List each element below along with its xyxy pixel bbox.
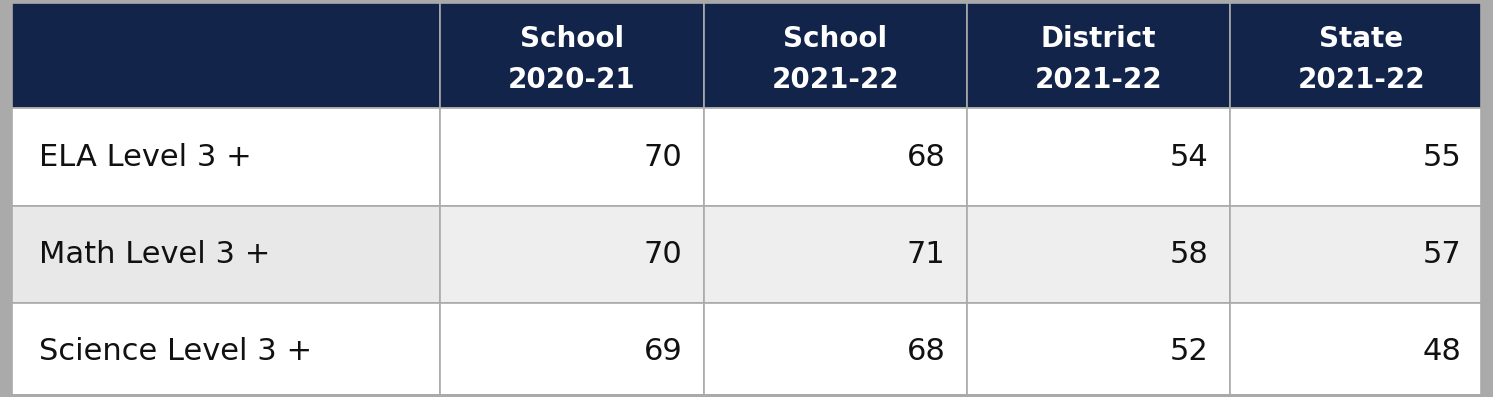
Text: 2021-22: 2021-22 [1297,66,1426,94]
Text: 71: 71 [906,240,945,269]
Text: 54: 54 [1171,143,1209,172]
Text: 69: 69 [643,337,682,366]
Bar [1230,108,1481,206]
Bar [440,206,703,303]
Bar [703,206,967,303]
Text: 70: 70 [643,240,682,269]
Bar [12,303,440,397]
Bar [703,3,967,108]
Bar [967,108,1230,206]
Bar [703,108,967,206]
Bar [12,108,440,206]
Text: School: School [784,25,887,53]
Bar [0,394,1493,397]
Text: 57: 57 [1423,240,1462,269]
Bar [967,206,1230,303]
Bar [440,3,703,108]
Text: District: District [1041,25,1156,53]
Text: State: State [1320,25,1403,53]
Text: 70: 70 [643,143,682,172]
Text: Science Level 3 +: Science Level 3 + [39,337,312,366]
Bar [967,3,1230,108]
Text: 58: 58 [1171,240,1209,269]
Bar [1230,303,1481,397]
Bar [1230,3,1481,108]
Bar [703,303,967,397]
Bar [967,303,1230,397]
Text: Math Level 3 +: Math Level 3 + [39,240,270,269]
Bar [12,3,440,108]
Text: 2021-22: 2021-22 [772,66,899,94]
Bar [12,206,440,303]
Bar [1230,206,1481,303]
Text: 55: 55 [1423,143,1462,172]
Text: 68: 68 [906,337,945,366]
Text: 2020-21: 2020-21 [508,66,636,94]
Bar [440,108,703,206]
Text: 2021-22: 2021-22 [1035,66,1162,94]
Bar [440,303,703,397]
Text: 52: 52 [1171,337,1209,366]
Text: ELA Level 3 +: ELA Level 3 + [39,143,251,172]
Text: School: School [520,25,624,53]
Text: 48: 48 [1423,337,1462,366]
Text: 68: 68 [906,143,945,172]
